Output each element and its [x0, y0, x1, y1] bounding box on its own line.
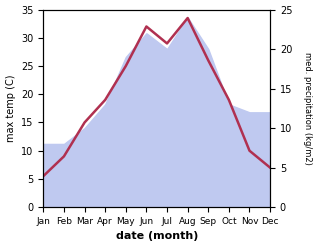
Y-axis label: max temp (C): max temp (C) [5, 75, 16, 142]
X-axis label: date (month): date (month) [115, 231, 198, 242]
Y-axis label: med. precipitation (kg/m2): med. precipitation (kg/m2) [303, 52, 313, 165]
